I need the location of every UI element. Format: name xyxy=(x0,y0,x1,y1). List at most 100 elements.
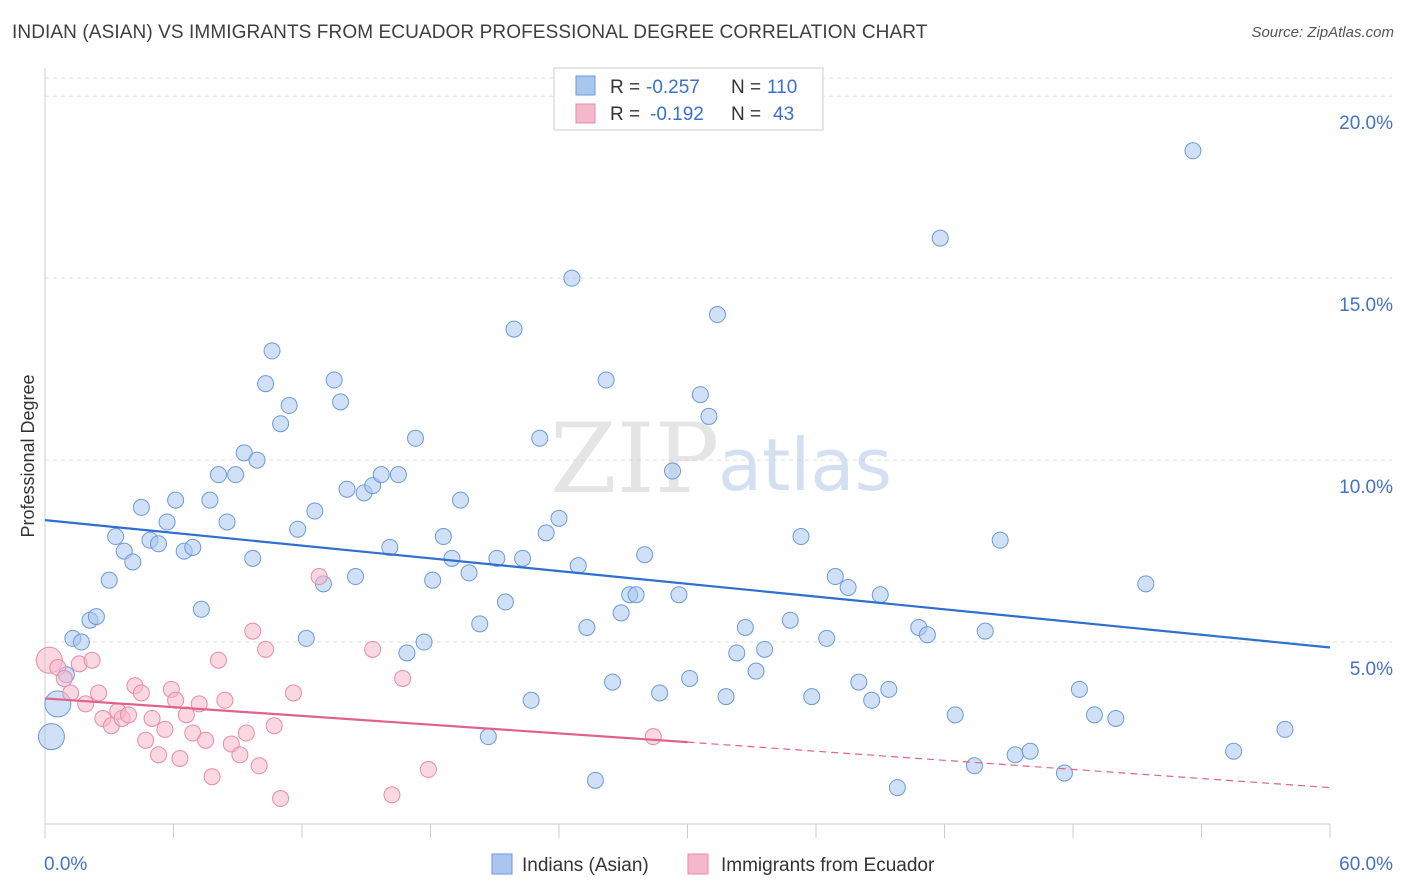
point-indians-asian xyxy=(991,531,1009,549)
chart-source: Source: ZipAtlas.com xyxy=(1251,24,1394,41)
point-indians-asian xyxy=(289,520,307,538)
point-immigrants-ecuador xyxy=(90,684,108,702)
point-indians-asian xyxy=(451,491,469,509)
point-immigrants-ecuador xyxy=(237,724,255,742)
y-tick-label: 5.0% xyxy=(1350,659,1393,680)
point-indians-asian xyxy=(1225,742,1243,760)
point-indians-asian xyxy=(257,375,275,393)
series-indians-asian xyxy=(37,142,1294,797)
point-indians-asian xyxy=(612,604,630,622)
point-indians-asian xyxy=(87,608,105,626)
legend-n-label-2: N = xyxy=(731,104,761,125)
point-immigrants-ecuador xyxy=(55,669,73,687)
point-indians-asian xyxy=(850,673,868,691)
point-indians-asian xyxy=(931,229,949,247)
point-indians-asian xyxy=(263,342,281,360)
point-indians-asian xyxy=(72,633,90,651)
trend-line-immigrants-ecuador xyxy=(44,697,688,744)
point-immigrants-ecuador xyxy=(143,709,161,727)
point-indians-asian xyxy=(372,466,390,484)
point-indians-asian xyxy=(415,633,433,651)
point-indians-asian xyxy=(1006,746,1024,764)
point-immigrants-ecuador xyxy=(83,651,101,669)
point-indians-asian xyxy=(839,578,857,596)
point-indians-asian xyxy=(407,429,425,447)
point-indians-asian xyxy=(1276,720,1294,738)
point-indians-asian xyxy=(597,371,615,389)
y-tick-label: 20.0% xyxy=(1339,113,1393,134)
point-indians-asian xyxy=(471,615,489,633)
tick-labels: 5.0% 10.0% 15.0% 20.0% 0.0% 60.0% xyxy=(44,113,1393,875)
point-indians-asian xyxy=(514,549,532,567)
point-indians-asian xyxy=(522,691,540,709)
point-immigrants-ecuador xyxy=(284,684,302,702)
point-indians-asian xyxy=(297,629,315,647)
point-indians-asian xyxy=(691,386,709,404)
point-indians-asian xyxy=(863,691,881,709)
point-indians-asian xyxy=(818,629,836,647)
point-indians-asian xyxy=(479,728,497,746)
point-indians-asian xyxy=(381,538,399,556)
point-indians-asian xyxy=(150,535,168,553)
point-indians-asian xyxy=(460,564,478,582)
point-indians-asian xyxy=(398,644,416,662)
legend-n-value-2: 43 xyxy=(773,104,794,125)
point-indians-asian xyxy=(332,393,350,411)
point-immigrants-ecuador xyxy=(244,622,262,640)
point-indians-asian xyxy=(871,586,889,604)
point-indians-asian xyxy=(1137,575,1155,593)
point-indians-asian xyxy=(747,662,765,680)
point-indians-asian xyxy=(325,371,343,389)
point-indians-asian xyxy=(781,611,799,629)
point-indians-asian xyxy=(37,723,65,751)
point-indians-asian xyxy=(1070,680,1088,698)
point-indians-asian xyxy=(708,306,726,324)
point-indians-asian xyxy=(1021,742,1039,760)
y-tick-label: 10.0% xyxy=(1339,477,1393,498)
x-tick-label-min: 0.0% xyxy=(44,854,87,875)
point-immigrants-ecuador xyxy=(310,568,328,586)
point-indians-asian xyxy=(505,320,523,338)
bottom-legend-swatch-blue xyxy=(491,853,513,875)
point-indians-asian xyxy=(918,626,936,644)
point-indians-asian xyxy=(338,480,356,498)
point-indians-asian xyxy=(569,557,587,575)
y-axis-label: Professional Degree xyxy=(18,374,38,537)
point-indians-asian xyxy=(604,673,622,691)
point-indians-asian xyxy=(681,669,699,687)
point-immigrants-ecuador xyxy=(231,746,249,764)
point-indians-asian xyxy=(389,466,407,484)
point-indians-asian xyxy=(700,407,718,425)
trend-lines xyxy=(44,519,1331,789)
bottom-legend: Indians (Asian) Immigrants from Ecuador xyxy=(491,853,935,876)
point-indians-asian xyxy=(664,462,682,480)
point-immigrants-ecuador xyxy=(150,746,168,764)
point-indians-asian xyxy=(209,466,227,484)
point-indians-asian xyxy=(488,549,506,567)
x-tick-label-max: 60.0% xyxy=(1339,854,1393,875)
point-immigrants-ecuador xyxy=(216,691,234,709)
point-indians-asian xyxy=(192,600,210,618)
trend-line-indians-asian xyxy=(44,519,1331,649)
point-immigrants-ecuador xyxy=(272,790,290,808)
chart-title: INDIAN (ASIAN) VS IMMIGRANTS FROM ECUADO… xyxy=(12,22,928,43)
legend-n-value-1: 110 xyxy=(767,77,797,98)
point-indians-asian xyxy=(578,618,596,636)
point-indians-asian xyxy=(880,680,898,698)
point-indians-asian xyxy=(244,549,262,567)
point-indians-asian xyxy=(227,466,245,484)
point-indians-asian xyxy=(537,524,555,542)
legend-r-label-2: R = xyxy=(610,104,640,125)
point-indians-asian xyxy=(670,586,688,604)
legend-swatch-pink xyxy=(575,103,596,124)
point-indians-asian xyxy=(201,491,219,509)
point-immigrants-ecuador xyxy=(250,757,268,775)
point-indians-asian xyxy=(728,644,746,662)
point-indians-asian xyxy=(550,509,568,527)
bottom-legend-label-blue: Indians (Asian) xyxy=(522,855,649,876)
point-immigrants-ecuador xyxy=(203,768,221,786)
point-indians-asian xyxy=(167,491,185,509)
point-immigrants-ecuador xyxy=(419,760,437,778)
point-immigrants-ecuador xyxy=(364,640,382,658)
point-indians-asian xyxy=(1107,709,1125,727)
